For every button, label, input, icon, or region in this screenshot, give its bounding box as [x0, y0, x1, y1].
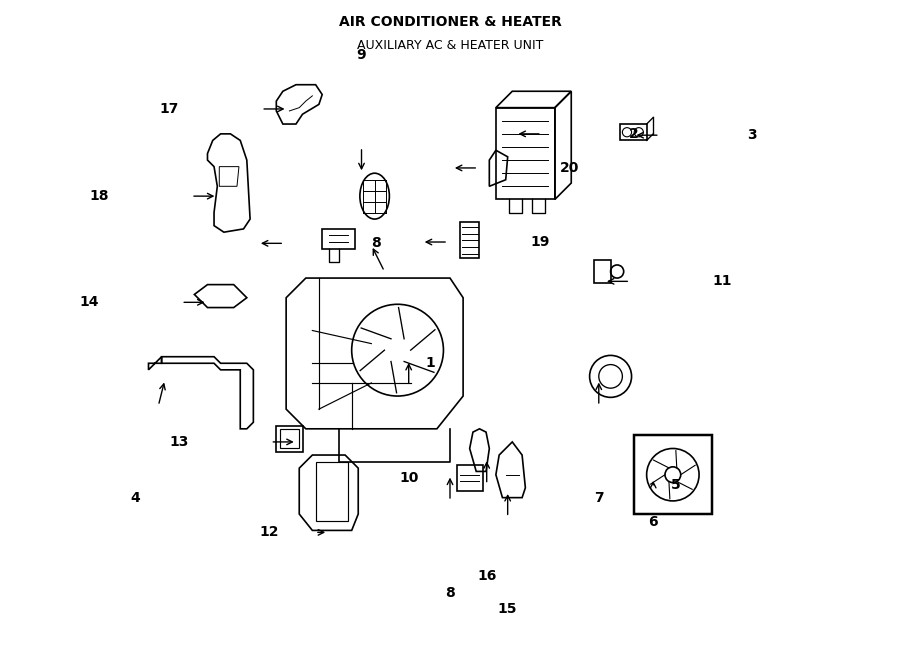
Text: 20: 20: [561, 161, 580, 175]
Text: 5: 5: [671, 477, 681, 492]
Text: 16: 16: [477, 569, 497, 583]
Text: 10: 10: [399, 471, 418, 485]
Text: 18: 18: [90, 189, 109, 203]
Text: 15: 15: [498, 602, 518, 616]
Text: AUXILIARY AC & HEATER UNIT: AUXILIARY AC & HEATER UNIT: [356, 39, 544, 52]
Text: 11: 11: [712, 274, 732, 288]
Text: 17: 17: [160, 102, 179, 116]
Text: 7: 7: [594, 490, 604, 504]
Text: AIR CONDITIONER & HEATER: AIR CONDITIONER & HEATER: [338, 15, 562, 30]
Text: 19: 19: [530, 235, 550, 249]
Text: 9: 9: [356, 48, 366, 62]
Text: 3: 3: [747, 128, 756, 142]
Text: 13: 13: [169, 435, 188, 449]
Text: 2: 2: [628, 127, 638, 141]
Text: 6: 6: [648, 515, 658, 529]
Text: 8: 8: [371, 237, 381, 251]
Text: 1: 1: [426, 356, 436, 370]
Text: 8: 8: [446, 586, 454, 600]
Text: 4: 4: [130, 490, 140, 504]
Text: 14: 14: [80, 295, 99, 309]
Text: 12: 12: [259, 525, 279, 539]
